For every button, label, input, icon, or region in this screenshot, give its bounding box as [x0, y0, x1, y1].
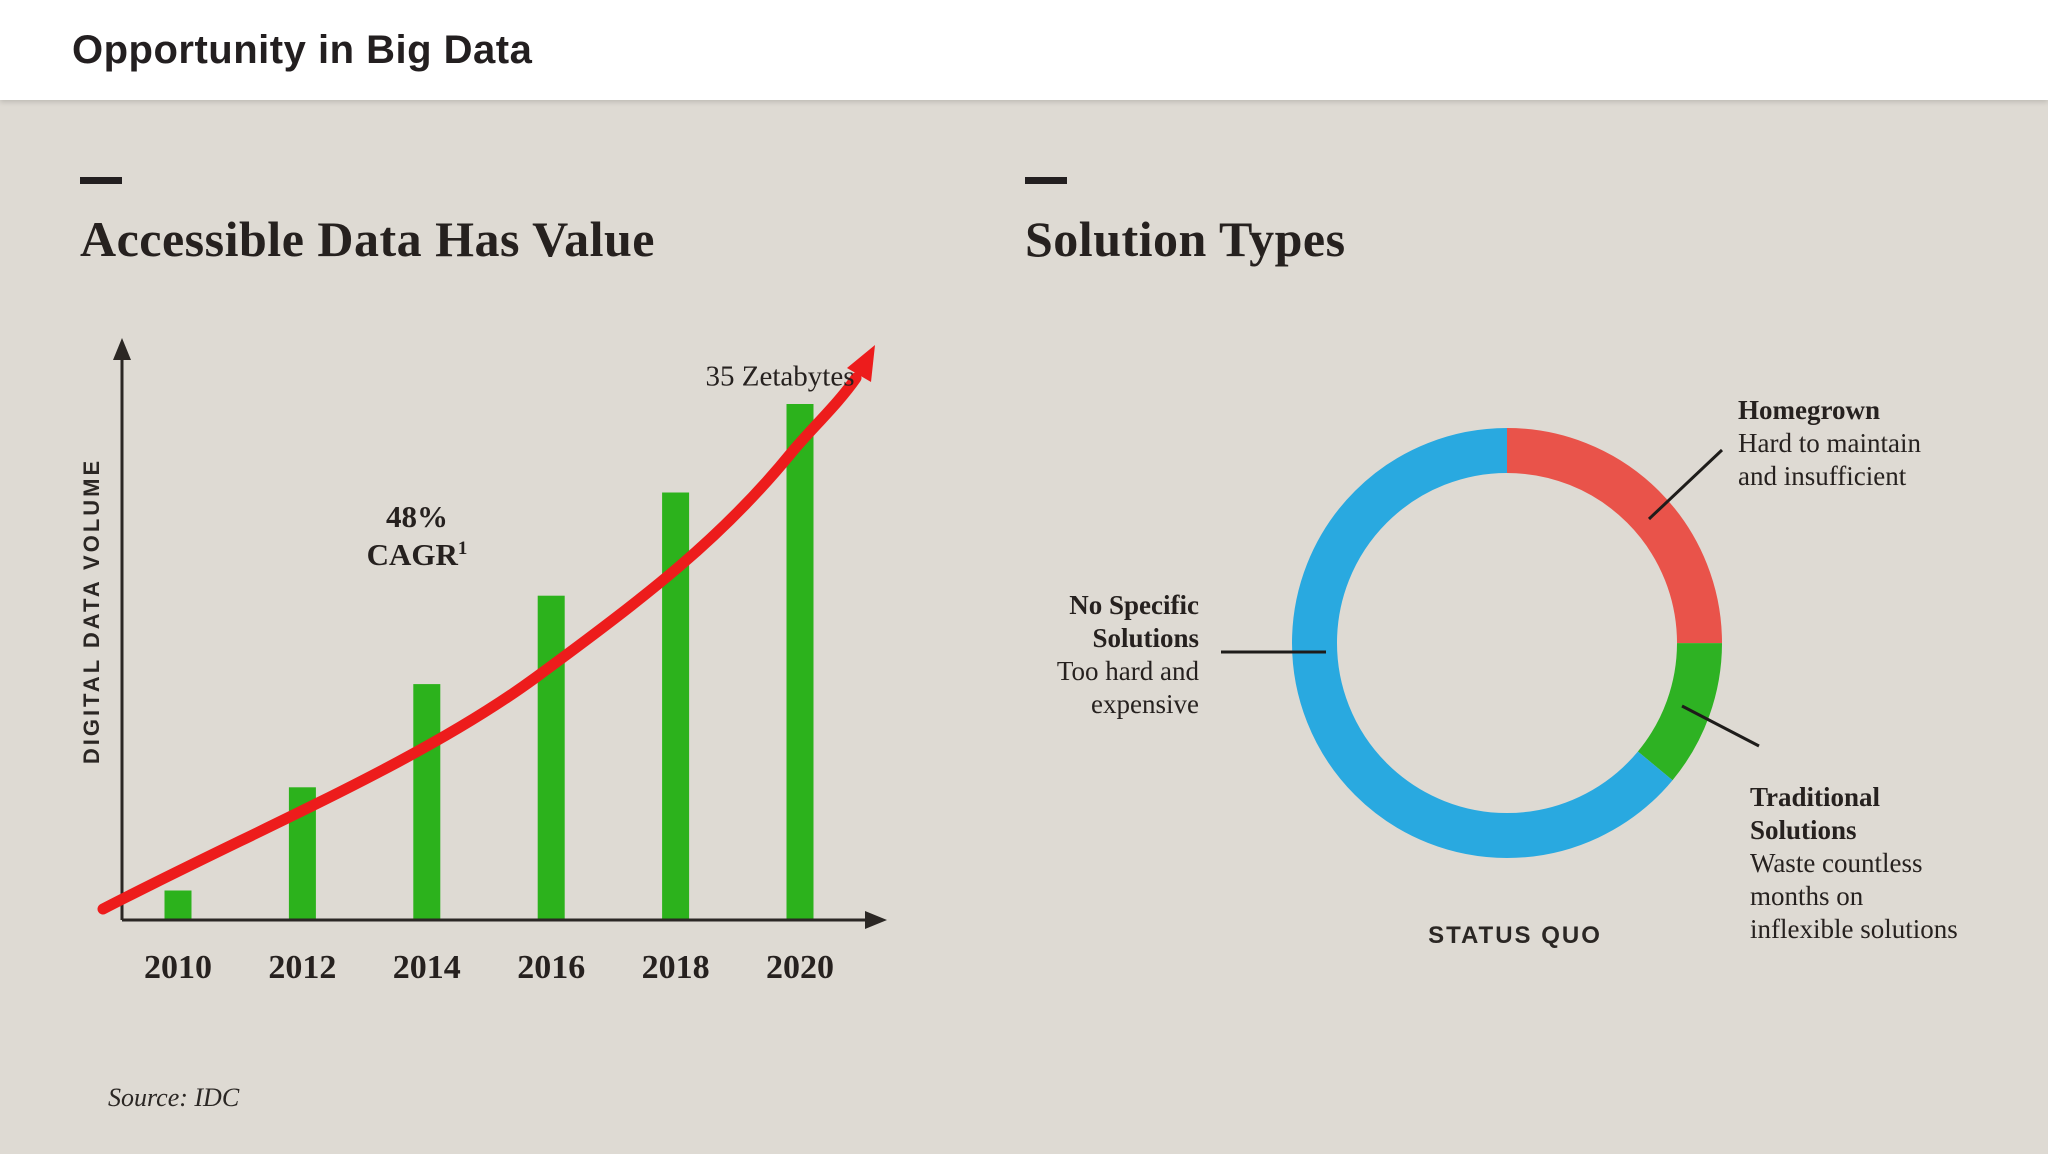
bars-group [164, 404, 814, 920]
callout-no-specific-title: Solutions [1092, 623, 1199, 653]
callout-line-traditional [1681, 704, 1760, 748]
callout-homegrown-desc-line: and insufficient [1738, 461, 1907, 491]
callout-traditional-desc-line: Waste countless [1750, 848, 1923, 878]
donut-segment-no-specific-solutions [1292, 428, 1722, 858]
bar-2020 [786, 404, 814, 920]
zetabytes-annotation: 35 Zetabytes [705, 360, 855, 393]
slide-title: Opportunity in Big Data [72, 28, 533, 72]
callout-homegrown-desc-line: Hard to maintain [1738, 428, 1921, 458]
source-note: Source: IDC [108, 1083, 240, 1112]
cagr-footnote-marker: 1 [457, 537, 468, 559]
bar-2010 [164, 890, 192, 920]
callout-homegrown: Homegrown Hard to maintain and insuffici… [1738, 394, 1921, 493]
growth-curve [97, 372, 862, 915]
donut-segments-group [1292, 428, 1722, 858]
section-title-left: Accessible Data Has Value [80, 211, 655, 267]
section-title-right: Solution Types [1025, 211, 1346, 267]
bar-chart-canvas: 2010 2012 2014 2016 2018 2020 [97, 338, 887, 986]
x-axis-label-2012: 2012 [268, 949, 336, 986]
x-axis-label-2020: 2020 [766, 949, 834, 986]
y-axis-label: DIGITAL DATA VOLUME [79, 457, 104, 765]
x-axis-label-2010: 2010 [144, 949, 212, 986]
x-axis-label-2014: 2014 [393, 949, 461, 986]
cagr-value: 48% [386, 498, 448, 534]
slide-header: Opportunity in Big Data [0, 0, 2048, 100]
callout-traditional-desc-line: inflexible solutions [1750, 914, 1958, 944]
callout-no-specific-title: No Specific [1069, 590, 1199, 620]
x-axis-label-2016: 2016 [517, 949, 585, 986]
donut-caption: STATUS QUO [1428, 922, 1602, 949]
x-axis-label-2018: 2018 [642, 949, 710, 986]
callout-traditional-title: Traditional [1750, 782, 1881, 812]
growth-curve-arrowhead-icon [847, 345, 875, 382]
cagr-label: CAGR1 [366, 537, 468, 573]
y-axis-arrowhead-icon [113, 338, 131, 360]
callout-line-homegrown [1647, 448, 1724, 521]
bar-2014 [413, 684, 441, 920]
callout-no-specific-desc-line: expensive [1091, 689, 1199, 719]
callout-no-specific-desc-line: Too hard and [1056, 656, 1199, 686]
x-axis-arrowhead-icon [865, 911, 887, 929]
section-dash-right [1025, 177, 1067, 184]
section-dash-left [80, 177, 122, 184]
callout-traditional: Traditional Solutions Waste countless mo… [1750, 781, 1958, 946]
cagr-annotation: 48% CAGR1 [366, 498, 468, 573]
callout-traditional-title: Solutions [1750, 815, 1857, 845]
donut-chart-canvas [1221, 428, 1760, 858]
callout-no-specific: No Specific Solutions Too hard and expen… [1057, 589, 1199, 721]
bar-2016 [537, 595, 565, 920]
callout-traditional-desc-line: months on [1750, 881, 1864, 911]
x-axis-labels-group: 2010 2012 2014 2016 2018 2020 [144, 949, 834, 986]
callout-homegrown-title: Homegrown [1738, 395, 1880, 425]
